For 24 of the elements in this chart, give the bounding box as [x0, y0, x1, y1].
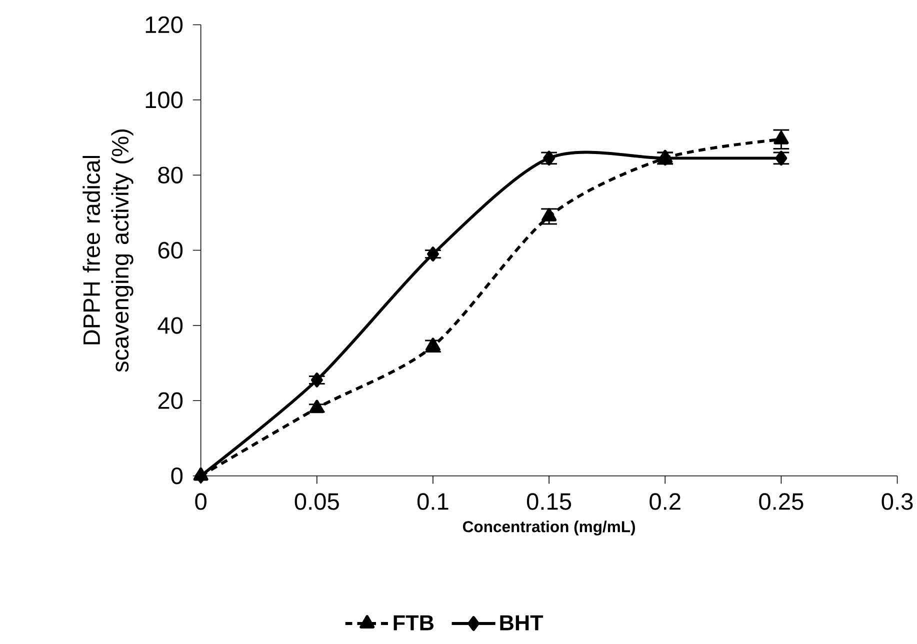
point — [543, 150, 555, 166]
x-tick-label: 0.15 — [526, 493, 572, 510]
x-tick-label: 0.25 — [759, 493, 804, 510]
y-tick-label: 80 — [158, 166, 183, 184]
y-tick-label: 120 — [146, 16, 183, 34]
y-tick-label: 100 — [146, 92, 183, 108]
x-tick-label: 0.05 — [294, 493, 339, 510]
point — [542, 208, 557, 222]
y-tick-label: 60 — [158, 242, 183, 259]
x-tick-label: 0.2 — [650, 493, 680, 510]
point — [193, 467, 208, 481]
point — [775, 150, 788, 166]
x-axis-title: Concentration (mg/mL) — [462, 520, 635, 536]
x-tick-label: 0.3 — [882, 493, 913, 510]
y-tick-label: 20 — [158, 392, 183, 410]
x-tick-label: 0.1 — [417, 493, 448, 510]
legend-label: FTB — [394, 615, 434, 630]
point — [427, 246, 439, 262]
y-axis-title: DPPH free radical scavenging activity (%) — [82, 130, 134, 372]
point — [309, 400, 324, 414]
y-tick-label: 40 — [158, 317, 183, 334]
y-tick-label: 0 — [171, 467, 183, 484]
legend-label: BHT — [500, 615, 544, 630]
x-tick-label: 0 — [195, 493, 206, 510]
